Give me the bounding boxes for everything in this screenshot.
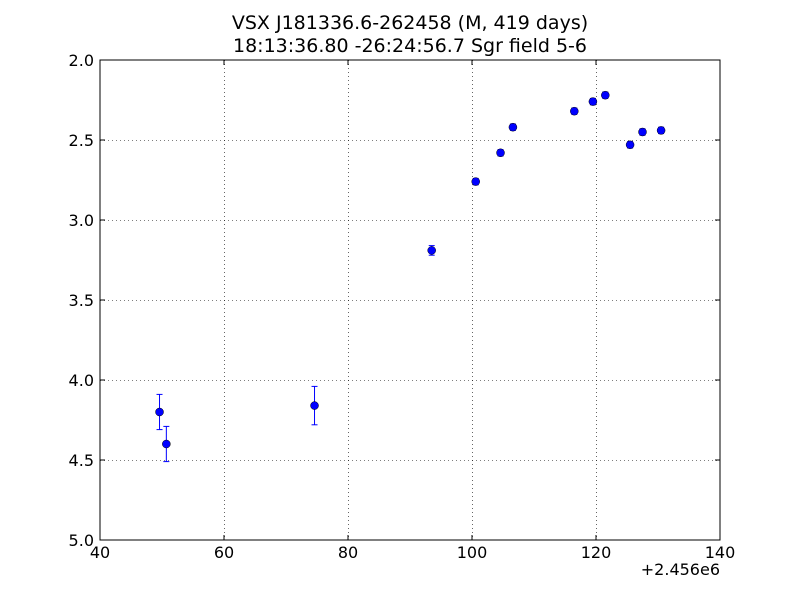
y-tick-label: 2.5	[69, 131, 94, 150]
data-point	[496, 148, 505, 158]
y-tick-label: 2.0	[69, 51, 94, 70]
data-point	[570, 106, 579, 116]
data-point	[508, 122, 518, 132]
chart-subtitle: 18:13:36.80 -26:24:56.7 Sgr field 5-6	[233, 35, 587, 57]
y-tick-label: 3.0	[69, 211, 94, 230]
grid-lines	[100, 60, 720, 540]
plot-area	[100, 60, 720, 540]
data-point	[588, 97, 598, 106]
data-point	[625, 140, 635, 150]
x-tick-label: 140	[705, 543, 736, 562]
data-point	[310, 401, 319, 410]
y-tick-label: 3.5	[69, 291, 94, 310]
x-tick-label: 40	[90, 543, 110, 562]
data-series	[155, 90, 666, 463]
y-tick-label: 4.5	[69, 451, 94, 470]
y-tick-label: 4.0	[69, 371, 94, 390]
plot-frame	[99, 59, 721, 541]
y-tick-label: 5.0	[69, 531, 94, 550]
data-point	[638, 127, 647, 137]
y-tick-labels: 2.0 2.5 3.0 3.5 4.0 4.5 5.0	[69, 51, 94, 550]
data-point	[656, 126, 666, 135]
data-point	[471, 177, 480, 186]
data-point	[427, 246, 436, 255]
x-tick-label: 80	[338, 543, 358, 562]
data-point	[155, 407, 164, 417]
data-point	[162, 439, 171, 449]
x-tick-labels: 40 60 80 100 120 140	[90, 543, 735, 562]
x-tick-label: 60	[214, 543, 234, 562]
data-point	[601, 90, 610, 100]
x-tick-label: 120	[581, 543, 612, 562]
x-axis-offset-label: +2.456e6	[641, 560, 720, 579]
chart-title: VSX J181336.6-262458 (M, 419 days)	[232, 12, 588, 34]
x-tick-label: 100	[457, 543, 488, 562]
